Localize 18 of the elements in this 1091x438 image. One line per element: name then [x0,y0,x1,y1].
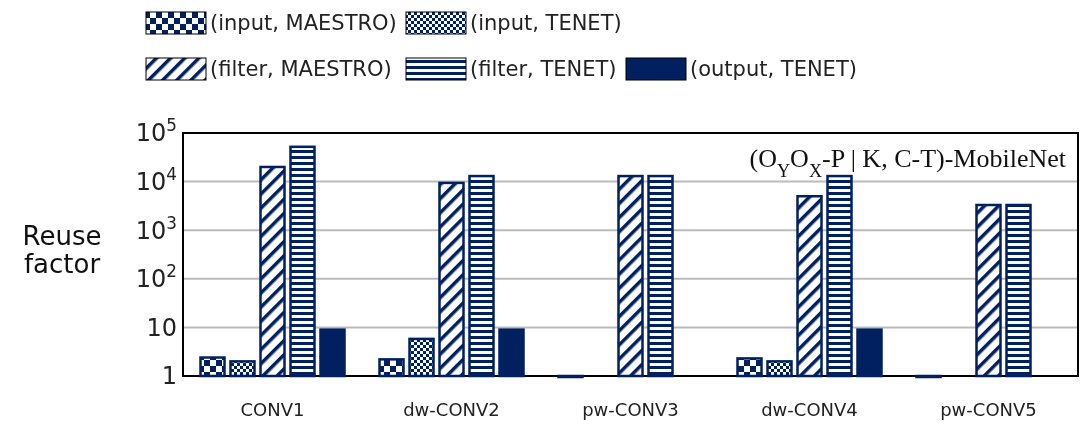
legend-label: (input, TENET) [470,11,622,36]
y-tick-label: 10$^{3}$ [135,212,177,245]
x-tick-label: dw-CONV2 [403,399,500,420]
y-tick-label: 1 [161,362,177,391]
x-tick-label: pw-CONV3 [582,399,679,420]
legend-label: (input, MAESTRO) [210,11,397,36]
y-axis-title: Reuse factor [22,220,102,279]
y-tick-label: 10$^{5}$ [135,115,177,148]
y-tick-label: 10 [146,313,177,342]
annotation: (O$_{Y}$O$_{X}$-P | K, C-T)-MobileNet [749,144,1067,181]
y-tick-label: 10$^{2}$ [135,261,177,294]
x-tick-label: dw-CONV4 [761,399,858,420]
legend-label: (filter, TENET) [470,57,617,82]
legend-label: (filter, MAESTRO) [210,57,392,82]
y-tick-label: 10$^{4}$ [135,164,177,196]
x-tick-label: CONV1 [240,399,305,420]
x-tick-label: pw-CONV5 [940,399,1037,420]
legend-label: (output, TENET) [690,57,857,82]
